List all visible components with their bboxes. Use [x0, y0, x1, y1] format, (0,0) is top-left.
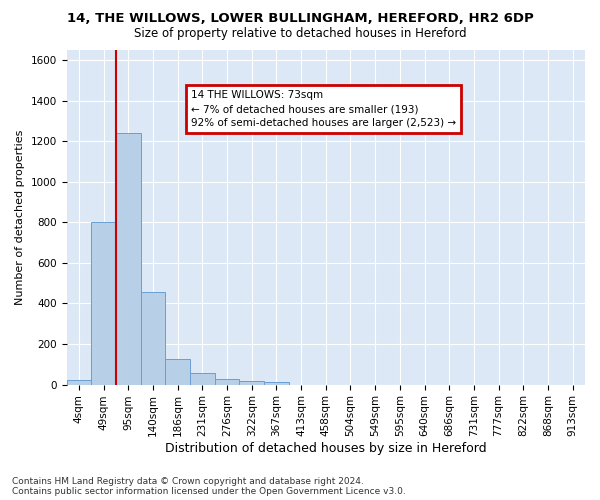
Bar	[140, 292, 165, 384]
Text: 14, THE WILLOWS, LOWER BULLINGHAM, HEREFORD, HR2 6DP: 14, THE WILLOWS, LOWER BULLINGHAM, HEREF…	[67, 12, 533, 26]
Text: Contains HM Land Registry data © Crown copyright and database right 2024.: Contains HM Land Registry data © Crown c…	[12, 477, 364, 486]
Bar	[91, 222, 116, 384]
X-axis label: Distribution of detached houses by size in Hereford: Distribution of detached houses by size …	[165, 442, 487, 455]
Bar	[190, 373, 215, 384]
Bar	[67, 380, 91, 384]
Text: 14 THE WILLOWS: 73sqm
← 7% of detached houses are smaller (193)
92% of semi-deta: 14 THE WILLOWS: 73sqm ← 7% of detached h…	[191, 90, 456, 128]
Y-axis label: Number of detached properties: Number of detached properties	[15, 130, 25, 305]
Text: Size of property relative to detached houses in Hereford: Size of property relative to detached ho…	[134, 28, 466, 40]
Bar	[215, 379, 239, 384]
Bar	[116, 133, 140, 384]
Bar	[239, 381, 264, 384]
Bar	[264, 382, 289, 384]
Bar	[165, 359, 190, 384]
Text: Contains public sector information licensed under the Open Government Licence v3: Contains public sector information licen…	[12, 487, 406, 496]
